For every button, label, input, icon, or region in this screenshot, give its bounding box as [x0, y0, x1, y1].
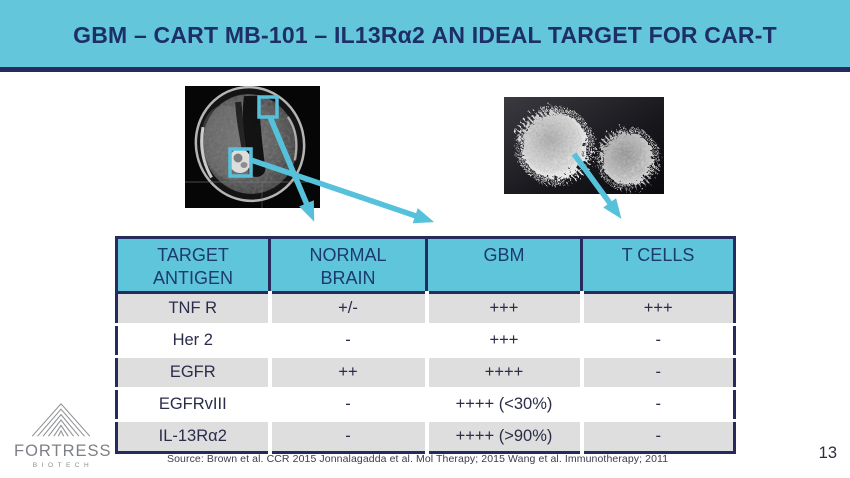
cell-normal-brain: ++ [267, 355, 427, 389]
cell-antigen: EGFRvIII [116, 387, 270, 421]
table-row: TNF R +/- +++ +++ [116, 292, 735, 325]
cell-antigen: IL-13Rα2 [116, 419, 270, 453]
table-row: EGFR ++ ++++ - [116, 355, 735, 389]
table-row: EGFRvIII - ++++ (<30%) - [116, 387, 735, 421]
cell-gbm: ++++ [424, 355, 582, 389]
col-header-normal-brain: NORMAL BRAIN [268, 235, 428, 295]
col-header-gbm: GBM [425, 235, 583, 295]
col-header-t-cells: T CELLS [580, 235, 736, 295]
t-cell-right-microvilli [593, 124, 657, 188]
slide-title: GBM – CART MB-101 – IL13Rα2 AN IDEAL TAR… [73, 21, 777, 48]
cell-gbm: +++ [424, 323, 582, 357]
t-cells-graphic [504, 97, 664, 194]
cell-normal-brain: - [267, 419, 427, 453]
cell-normal-brain: - [267, 323, 427, 357]
cell-t-cells: - [579, 323, 735, 357]
cell-gbm: +++ [424, 292, 582, 325]
cell-t-cells: +++ [579, 292, 735, 325]
t-cells-image [504, 97, 664, 194]
page-number: 13 [818, 444, 837, 462]
source-citation: Source: Brown et al. CCR 2015 Jonnalagad… [167, 453, 669, 465]
cell-t-cells: - [579, 419, 735, 453]
cell-antigen: TNF R [116, 292, 270, 325]
cell-antigen: Her 2 [116, 323, 270, 357]
fortress-logo-mark-icon [31, 402, 91, 437]
logo-brand-text: FORTRESS [14, 442, 112, 460]
logo-division-text: BIOTECH [32, 461, 94, 469]
fortress-biotech-logo: FORTRESS BIOTECH [14, 399, 112, 469]
col-header-target-antigen: TARGET ANTIGEN [115, 235, 271, 295]
brain-mri-graphic [185, 86, 320, 208]
brain-mri-image [185, 86, 320, 208]
table-row: IL-13Rα2 - ++++ (>90%) - [116, 419, 735, 453]
cell-gbm: ++++ (<30%) [424, 387, 582, 421]
cell-gbm: ++++ (>90%) [424, 419, 582, 453]
t-cell-left-microvilli [512, 103, 592, 183]
table-header-row: TARGET ANTIGEN NORMAL BRAIN GBM T CELLS [115, 235, 736, 295]
slide-title-banner: GBM – CART MB-101 – IL13Rα2 AN IDEAL TAR… [0, 0, 850, 72]
cell-normal-brain: +/- [267, 292, 427, 325]
cell-t-cells: - [579, 355, 735, 389]
table-row: Her 2 - +++ - [116, 323, 735, 357]
cell-normal-brain: - [267, 387, 427, 421]
cell-antigen: EGFR [116, 355, 270, 389]
cell-t-cells: - [579, 387, 735, 421]
antigen-expression-table: TARGET ANTIGEN NORMAL BRAIN GBM T CELLS … [115, 235, 736, 455]
